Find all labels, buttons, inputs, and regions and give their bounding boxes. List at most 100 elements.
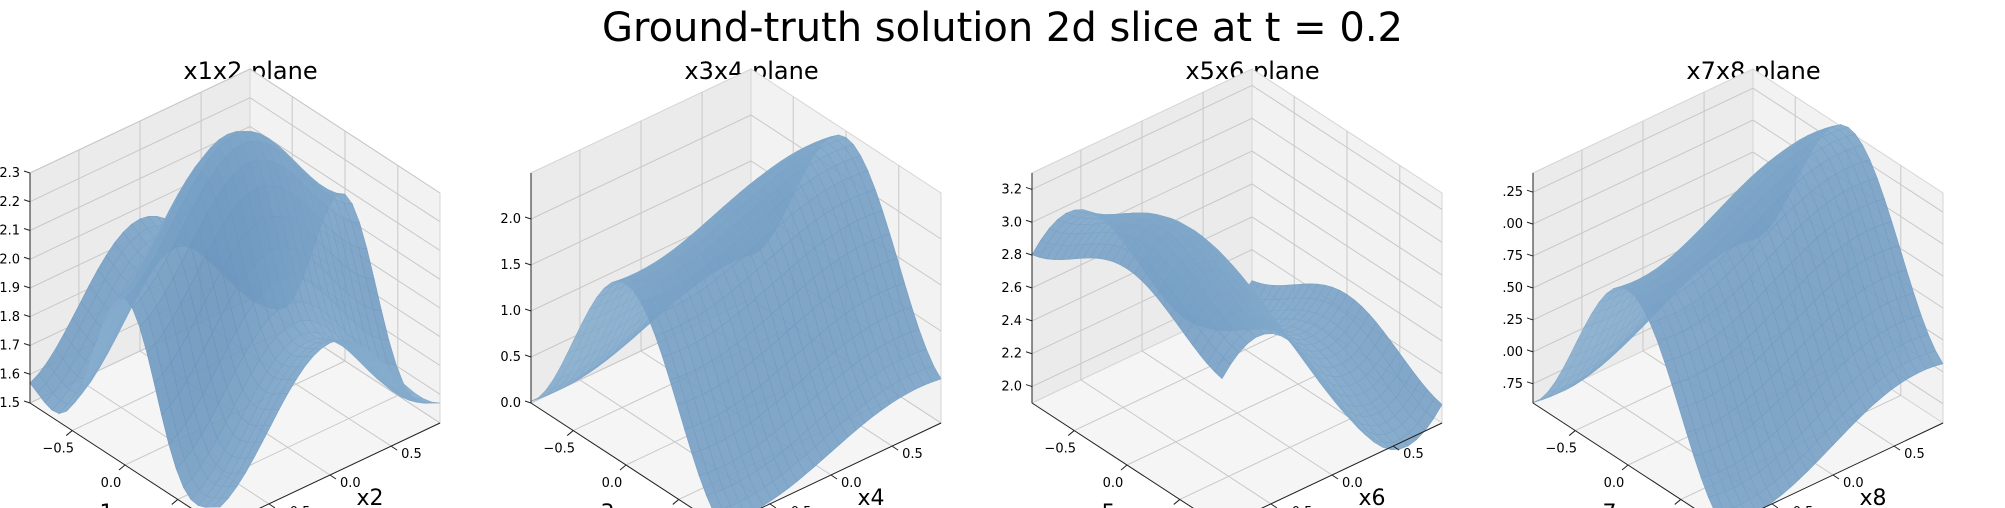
z-tick-label: 3.0 [1002,215,1022,230]
figure-title: Ground-truth solution 2d slice at t = 0.… [602,5,1403,51]
x-tick [118,464,126,471]
gridline-y [1141,121,1333,476]
z-tick-label: 2.8 [1002,248,1022,263]
y-tick [1893,445,1901,451]
z-tick-label: 2.3 [0,166,20,181]
z-tick [23,343,31,346]
y-tick-label: −0.5 [780,505,812,508]
z-tick [524,400,532,404]
gridline-z [29,125,441,251]
x-axis-label: x3 [587,501,614,508]
x-tick-label: −0.5 [42,442,74,457]
z-tick [1526,253,1534,257]
z-tick [524,262,532,266]
y-tick [769,503,777,508]
z-tick-label: 2.2 [1002,347,1022,362]
z-tick [23,228,31,231]
z-tick-label: 2.0 [1002,380,1022,395]
x-axis-label: x5 [1088,501,1115,508]
y-tick-label: −0.5 [1782,505,1814,508]
z-tick-label: 2.2 [0,195,20,210]
gridline-z [29,68,441,194]
surface-patch [1740,499,1755,508]
z-tick-label: 0.75 [1503,377,1523,392]
x-tick [566,430,574,436]
x-tick [1568,430,1576,436]
z-tick-label: 1.5 [501,258,521,273]
x-tick-label: 0.0 [602,476,623,491]
z-tick [524,216,532,220]
surface-patch [705,492,722,508]
panel-x7x8: x7x8-plane −0.50.00.5−0.50.00.50.751.001… [1503,0,2004,508]
y-tick-label: 0.0 [1843,476,1864,491]
z-tick-label: 1.9 [0,281,20,296]
z-tick-label: 1.50 [1503,281,1523,296]
z-tick [1025,351,1033,355]
z-tick [1025,285,1033,289]
z-tick-label: 2.4 [1002,314,1022,329]
y-tick-label: 0.0 [841,476,862,491]
surface-plot: −0.50.00.5−0.50.00.50.751.001.251.501.75… [1503,68,1945,508]
y-tick [891,445,899,451]
z-tick-label: 1.7 [0,339,20,354]
z-tick [23,256,31,260]
y-tick-label: 0.5 [401,447,422,462]
surface-plot: −0.50.00.5−0.50.00.52.02.22.42.62.83.03.… [1002,68,1444,508]
y-tick [1331,474,1339,480]
surface-patch [738,497,754,508]
surface [1532,124,1944,508]
z-tick [1025,186,1033,190]
z-tick-label: 0.5 [501,350,521,365]
z-tick-label: 2.0 [0,252,20,267]
z-tick [23,285,31,289]
x-tick [1173,499,1181,505]
y-tick-label: −0.5 [1281,505,1313,508]
surface-plot: −0.50.00.5−0.50.00.51.51.61.71.81.92.02.… [0,68,442,508]
y-tick [1832,474,1840,480]
y-axis-label: x4 [857,486,884,508]
z-tick [23,371,31,375]
y-axis-label: x2 [356,486,383,508]
gridline-z [1532,87,1944,213]
surface [1031,209,1443,451]
z-tick [23,199,31,203]
z-tick-label: 2.6 [1002,281,1022,296]
z-tick-label: 2.00 [1503,217,1523,232]
z-tick [23,170,31,174]
z-tick-label: 2.25 [1503,185,1523,200]
y-tick [268,503,276,508]
x-tick-label: 0.0 [101,476,122,491]
gridline-z [29,97,441,223]
panel-x3x4: x3x4-plane −0.50.00.5−0.50.00.50.00.51.0… [501,0,1002,508]
z-tick-label: 2.1 [0,224,20,239]
z-tick [1025,252,1033,256]
surface-patch [1732,503,1744,508]
z-tick [1526,317,1534,321]
x-tick [619,464,627,471]
x-axis-label: x7 [1589,501,1616,508]
x-tick-label: 0.0 [1103,476,1124,491]
x-axis-label: x1 [86,501,113,508]
x-tick [1067,430,1075,436]
y-tick [830,474,838,480]
gridline-z [1031,84,1443,210]
z-tick-label: 1.0 [501,304,521,319]
z-tick-label: 1.25 [1503,313,1523,328]
y-tick [1771,503,1779,508]
x-tick-label: 0.0 [1604,476,1625,491]
y-tick [1270,503,1278,508]
y-tick-label: 0.5 [1904,447,1925,462]
panel-x5x6: x5x6-plane −0.50.00.5−0.50.00.52.02.22.4… [1002,0,1503,508]
z-tick-label: 1.00 [1503,345,1523,360]
surface-plot: −0.50.00.5−0.50.00.50.00.51.01.52.0x3x4u… [501,68,943,508]
z-tick-label: 0.0 [501,396,521,411]
x-tick [672,499,680,505]
x-tick-label: −0.5 [543,442,575,457]
y-tick-label: 0.5 [1403,447,1424,462]
z-tick [524,308,532,312]
gridline-z [1031,216,1443,342]
z-tick [23,314,31,318]
z-tick [1526,221,1534,225]
z-tick [524,354,532,358]
z-tick-label: 1.6 [0,367,20,382]
